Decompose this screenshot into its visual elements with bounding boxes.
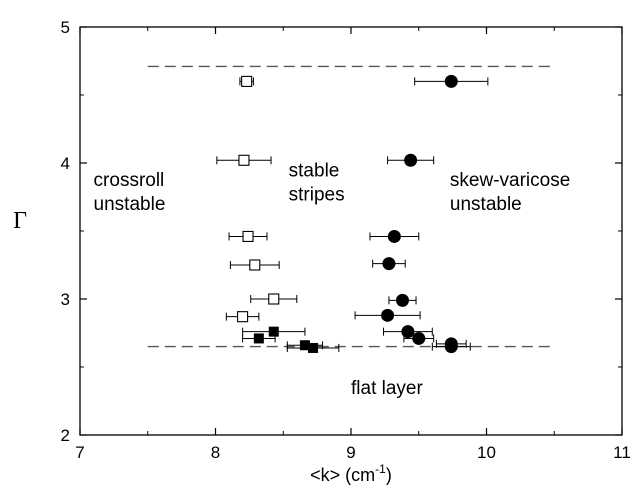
region-label-1: crossroll xyxy=(94,170,165,191)
filled-square-marker xyxy=(308,342,319,353)
open-square-point xyxy=(250,293,298,305)
filled-circle-point xyxy=(388,293,417,307)
y-tick-label: 5 xyxy=(61,18,70,37)
region-annotations: crossroll unstable stable stripes skew-varic… xyxy=(94,161,571,400)
filled-circle-point xyxy=(431,340,471,354)
open-square-point xyxy=(229,259,280,271)
filled-square-marker xyxy=(253,333,264,344)
filled-circle-marker xyxy=(444,74,458,88)
x-tick-label: 9 xyxy=(346,443,355,462)
region-label-2: stable xyxy=(289,161,340,182)
open-square-marker xyxy=(268,293,280,305)
open-square-point xyxy=(228,230,268,242)
x-axis-label-suffix: ) xyxy=(386,465,392,485)
filled-circle-marker xyxy=(444,340,458,354)
x-tick-label: 8 xyxy=(211,443,220,462)
filled-square-point xyxy=(242,333,276,344)
open-square-marker xyxy=(237,311,249,323)
x-axis-label-main: <k> (cm xyxy=(310,465,375,485)
y-tick-label: 2 xyxy=(61,426,70,445)
open-square-marker xyxy=(241,75,253,87)
open-square-point xyxy=(239,75,254,87)
open-square-marker xyxy=(242,230,254,242)
filled-square-point xyxy=(242,326,306,337)
filled-circle-point xyxy=(387,153,435,167)
x-axis-label: <k> (cm-1) xyxy=(310,462,392,485)
filled-square-marker xyxy=(268,326,279,337)
x-axis-ticks: 7 8 9 10 11 xyxy=(75,27,630,462)
filled-square-point xyxy=(286,342,340,353)
data-points xyxy=(216,74,489,354)
region-label-1: unstable xyxy=(94,194,166,215)
y-tick-label: 3 xyxy=(61,290,70,309)
y-tick-label: 4 xyxy=(61,154,70,173)
plot-frame xyxy=(79,26,623,436)
x-tick-label: 7 xyxy=(75,443,84,462)
open-square-marker xyxy=(249,259,261,271)
filled-circle-point xyxy=(372,257,406,271)
region-label-3: skew-varicose xyxy=(450,170,570,191)
filled-circle-marker xyxy=(382,257,396,271)
filled-circle-marker xyxy=(412,331,426,345)
filled-circle-marker xyxy=(395,293,409,307)
filled-circle-point xyxy=(369,229,420,243)
y-axis-label: Γ xyxy=(13,208,27,234)
filled-circle-point xyxy=(354,308,421,322)
region-label-4: flat layer xyxy=(351,378,423,399)
filled-square-marker xyxy=(299,340,310,351)
filled-circle-marker xyxy=(401,325,415,339)
x-tick-label: 11 xyxy=(613,443,630,462)
filled-circle-point xyxy=(403,331,435,345)
region-label-2: stripes xyxy=(289,185,345,206)
filled-circle-marker xyxy=(404,153,418,167)
x-axis-label-superscript: -1 xyxy=(375,462,386,476)
filled-circle-point xyxy=(383,325,433,339)
filled-circle-marker xyxy=(381,308,395,322)
open-square-point xyxy=(216,154,272,166)
open-square-point xyxy=(225,311,260,323)
x-tick-label: 10 xyxy=(477,443,496,462)
region-label-3: unstable xyxy=(450,194,522,215)
open-square-marker xyxy=(238,154,250,166)
y-axis-ticks: 2 3 4 5 xyxy=(61,18,622,445)
filled-circle-point xyxy=(414,74,489,88)
filled-circle-marker xyxy=(387,229,401,243)
